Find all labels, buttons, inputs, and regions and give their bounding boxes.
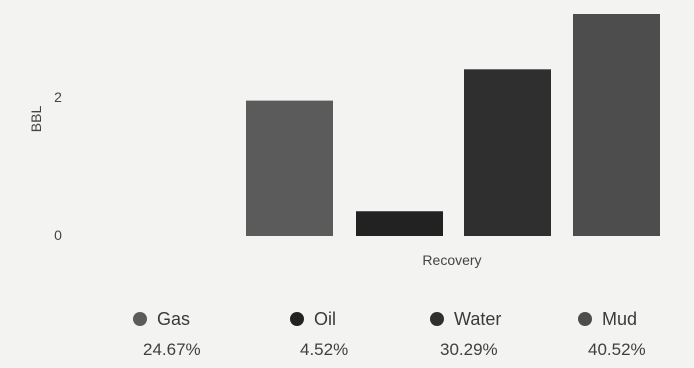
x-axis-label: Recovery <box>422 252 481 268</box>
legend-item-oil: Oil 4.52% <box>290 308 410 368</box>
bars-group <box>246 14 660 237</box>
legend-percent-mud: 40.52% <box>588 340 646 359</box>
legend-item-gas: Gas 24.67% <box>133 308 253 368</box>
gas-dot-icon <box>133 312 147 326</box>
legend-item-water: Water 30.29% <box>430 308 550 368</box>
legend-percent-oil: 4.52% <box>300 340 349 359</box>
y-tick-label: 0 <box>54 227 62 243</box>
legend-label-water: Water <box>454 309 502 329</box>
water-dot-icon <box>430 312 444 326</box>
legend-label-gas: Gas <box>157 309 191 329</box>
bar-oil <box>356 211 443 236</box>
legend-label-mud: Mud <box>602 309 638 329</box>
y-tick-label: 2 <box>54 89 62 105</box>
bar-gas <box>246 100 333 236</box>
mud-dot-icon <box>578 312 592 326</box>
legend-label-oil: Oil <box>314 309 336 329</box>
legend-percent-gas: 24.67% <box>143 340 201 359</box>
bar-mud <box>573 14 660 236</box>
legend-percent-water: 30.29% <box>440 340 498 359</box>
bar-water <box>464 69 551 237</box>
legend-item-mud: Mud 40.52% <box>578 308 694 368</box>
y-axis-label: BBL <box>28 106 44 133</box>
oil-dot-icon <box>290 312 304 326</box>
